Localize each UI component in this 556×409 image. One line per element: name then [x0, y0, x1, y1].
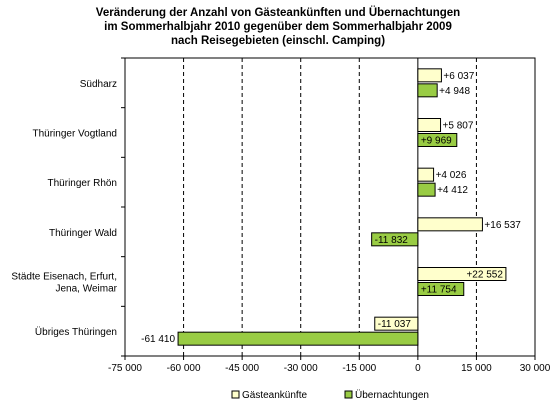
x-tick-label-6: 15 000 — [461, 363, 492, 374]
value-label-gaesteankuenfte-3: +16 537 — [484, 220, 521, 231]
bar-uebernachtungen-3 — [371, 232, 419, 247]
category-label-2: Thüringer Rhön — [48, 178, 117, 189]
x-tick-label-1: -60 000 — [167, 363, 201, 374]
value-label-gaesteankuenfte-4: +22 552 — [466, 270, 503, 281]
title-line-3: nach Reisegebieten (einschl. Camping) — [170, 35, 386, 47]
value-label-uebernachtungen-0: +4 948 — [439, 86, 470, 97]
value-label-uebernachtungen-3: -11 832 — [375, 235, 409, 246]
category-label-0: Südharz — [80, 79, 117, 90]
bar-uebernachtungen-5 — [177, 331, 419, 346]
x-tick-label-3: -30 000 — [284, 363, 318, 374]
title-line-2: im Sommerhalbjahr 2010 gegenüber dem Som… — [104, 21, 452, 33]
value-label-gaesteankuenfte-1: +5 807 — [443, 121, 474, 132]
category-label-1: Thüringer Vogtland — [32, 129, 117, 140]
value-label-gaesteankuenfte-0: +6 037 — [443, 71, 474, 82]
x-tick-label-4: -15 000 — [342, 363, 376, 374]
bar-gaesteankuenfte-3 — [417, 217, 483, 232]
value-label-uebernachtungen-4: +11 754 — [421, 285, 457, 296]
x-tick-label-7: 30 000 — [520, 363, 551, 374]
bar-uebernachtungen-4 — [417, 282, 465, 296]
x-tick-label-2: -45 000 — [225, 363, 259, 374]
category-label-3: Thüringer Wald — [49, 228, 117, 239]
legend-swatch-gaesteankuenfte — [231, 390, 240, 399]
value-label-gaesteankuenfte-5: -11 037 — [378, 319, 412, 330]
value-label-uebernachtungen-1: +9 969 — [421, 136, 452, 147]
chart-title: Veränderung der Anzahl von Gästeankünfte… — [0, 6, 556, 48]
plot-frame — [124, 57, 536, 357]
bar-uebernachtungen-0 — [417, 83, 438, 98]
legend-swatch-uebernachtungen — [344, 390, 353, 399]
bar-uebernachtungen-2 — [417, 182, 436, 197]
x-tick-label-0: -75 000 — [108, 363, 142, 374]
bar-gaesteankuenfte-1 — [417, 118, 442, 132]
x-tick-label-5: 0 — [415, 363, 421, 374]
bar-gaesteankuenfte-4 — [417, 267, 507, 281]
legend-label-gaesteankuenfte: Gästeankünfte — [242, 390, 307, 401]
bar-gaesteankuenfte-2 — [417, 167, 435, 182]
legend-label-uebernachtungen: Übernachtungen — [355, 389, 429, 401]
value-label-uebernachtungen-2: +4 412 — [437, 185, 468, 196]
bar-gaesteankuenfte-0 — [417, 68, 442, 83]
category-label-4-0: Städte Eisenach, Erfurt, — [11, 272, 117, 283]
bar-gaesteankuenfte-5 — [374, 316, 419, 331]
value-label-gaesteankuenfte-2: +4 026 — [436, 170, 467, 181]
value-label-uebernachtungen-5: -61 410 — [141, 334, 175, 345]
bar-uebernachtungen-1 — [417, 133, 458, 147]
title-line-1: Veränderung der Anzahl von Gästeankünfte… — [95, 7, 461, 19]
category-label-4-1: Jena, Weimar — [55, 284, 117, 295]
category-label-5: Übriges Thüringen — [35, 326, 117, 338]
